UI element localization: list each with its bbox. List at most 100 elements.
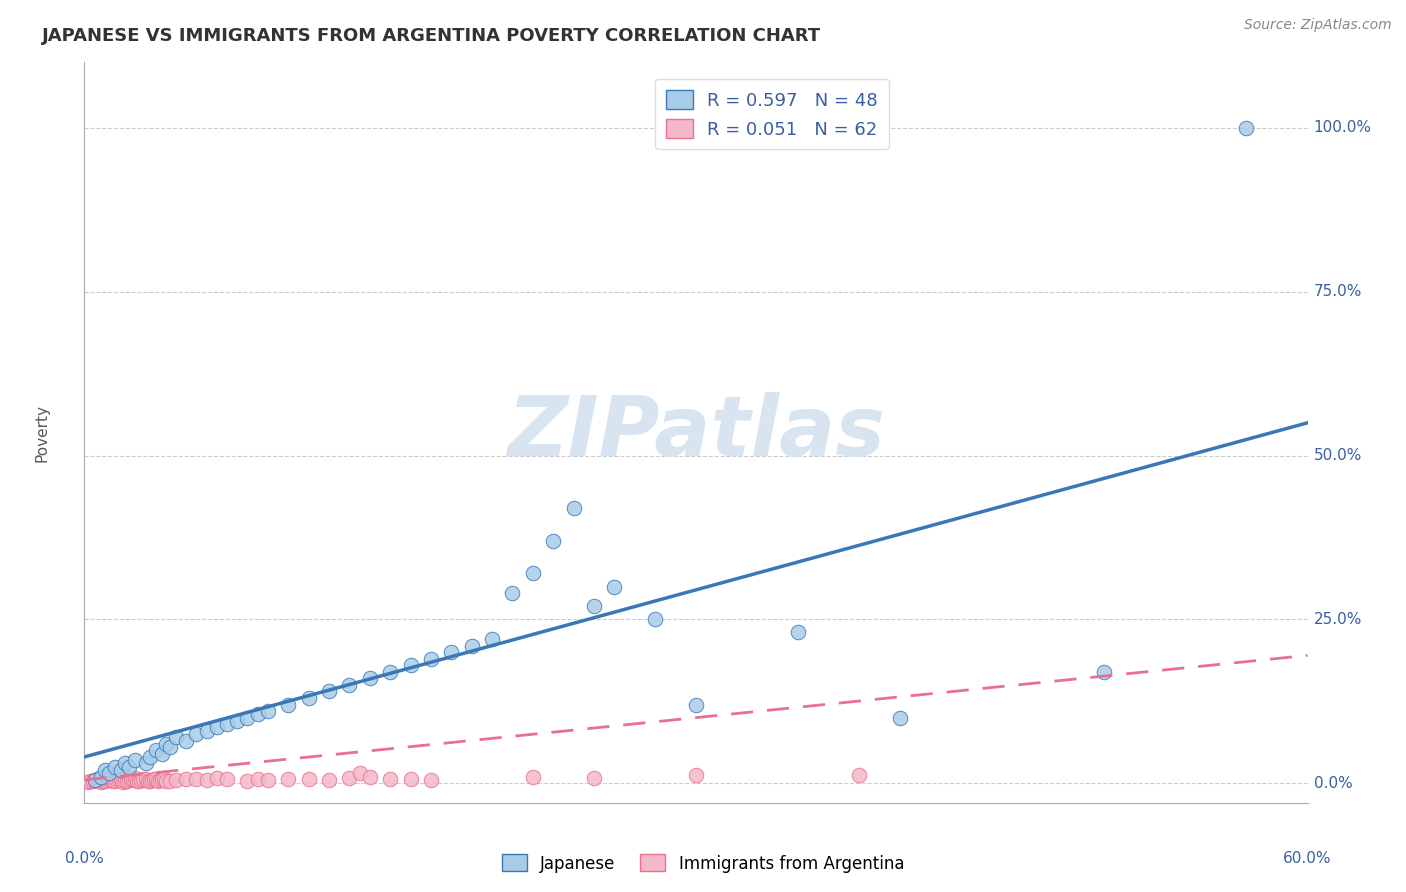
Text: 50.0%: 50.0% (1313, 448, 1362, 463)
Point (318, 684, 340, 698)
Point (97, 766, 120, 780)
Point (889, 711, 911, 725)
Point (236, 711, 259, 725)
Point (644, 612, 666, 626)
Point (359, 671, 381, 685)
Point (135, 772, 157, 786)
Text: 60.0%: 60.0% (1284, 851, 1331, 866)
Legend: R = 0.597   N = 48, R = 0.051   N = 62: R = 0.597 N = 48, R = 0.051 N = 62 (655, 78, 889, 149)
Point (131, 772, 153, 787)
Point (155, 774, 177, 789)
Point (159, 740, 181, 755)
Point (100, 772, 122, 786)
Point (135, 756, 157, 771)
Point (359, 770, 381, 784)
Legend: Japanese, Immigrants from Argentina: Japanese, Immigrants from Argentina (495, 847, 911, 880)
Point (110, 772, 132, 786)
Point (582, 771, 605, 785)
Point (165, 731, 187, 745)
Point (848, 767, 870, 781)
Point (1092, 665, 1115, 679)
Point (440, 645, 463, 659)
Point (114, 756, 136, 771)
Point (91, 774, 114, 789)
Point (138, 750, 160, 764)
Point (420, 651, 443, 665)
Text: JAPANESE VS IMMIGRANTS FROM ARGENTINA POVERTY CORRELATION CHART: JAPANESE VS IMMIGRANTS FROM ARGENTINA PO… (42, 27, 821, 45)
Point (115, 773, 138, 788)
Point (86, 772, 108, 787)
Point (257, 772, 280, 787)
Point (96, 772, 118, 787)
Point (186, 772, 208, 786)
Text: Poverty: Poverty (34, 403, 49, 462)
Point (174, 772, 197, 787)
Point (501, 586, 523, 600)
Point (217, 717, 239, 731)
Point (90, 770, 112, 784)
Point (257, 704, 280, 718)
Point (246, 707, 269, 722)
Text: 25.0%: 25.0% (1313, 612, 1362, 627)
Point (205, 771, 228, 785)
Point (150, 747, 173, 761)
Point (141, 772, 163, 787)
Point (685, 768, 707, 782)
Point (339, 771, 360, 785)
Point (195, 723, 218, 738)
Point (104, 760, 127, 774)
Point (787, 625, 810, 640)
Point (277, 772, 299, 787)
Text: Source: ZipAtlas.com: Source: ZipAtlas.com (1244, 18, 1392, 32)
Point (124, 771, 146, 785)
Point (136, 774, 159, 789)
Point (685, 698, 707, 712)
Point (1234, 120, 1257, 135)
Point (118, 772, 141, 787)
Point (562, 500, 585, 515)
Point (110, 763, 132, 777)
Point (90, 774, 112, 789)
Point (118, 760, 141, 774)
Point (153, 772, 176, 786)
Point (146, 773, 169, 788)
Text: 0.0%: 0.0% (65, 851, 104, 866)
Point (603, 580, 626, 594)
Point (87, 772, 110, 786)
Point (522, 770, 544, 784)
Point (349, 766, 371, 780)
Point (114, 774, 136, 789)
Point (138, 773, 160, 788)
Point (122, 772, 145, 786)
Point (105, 772, 128, 787)
Point (124, 753, 146, 767)
Point (481, 632, 503, 646)
Point (543, 533, 565, 548)
Point (77, 774, 100, 789)
Point (174, 733, 197, 747)
Point (236, 773, 259, 788)
Text: 0.0%: 0.0% (1313, 776, 1353, 790)
Point (108, 772, 131, 787)
Point (186, 727, 208, 741)
Point (93, 763, 115, 777)
Point (298, 772, 321, 786)
Point (522, 566, 544, 581)
Point (104, 773, 127, 788)
Point (380, 772, 402, 786)
Point (150, 772, 173, 787)
Point (97, 772, 120, 787)
Point (145, 772, 167, 786)
Point (461, 639, 484, 653)
Text: 75.0%: 75.0% (1313, 285, 1362, 299)
Point (399, 772, 422, 787)
Point (159, 773, 181, 788)
Point (339, 678, 360, 692)
Point (420, 772, 443, 787)
Point (101, 774, 124, 789)
Point (82, 773, 104, 788)
Text: ZIPatlas: ZIPatlas (508, 392, 884, 473)
Point (165, 772, 187, 787)
Point (217, 772, 239, 787)
Point (132, 772, 155, 787)
